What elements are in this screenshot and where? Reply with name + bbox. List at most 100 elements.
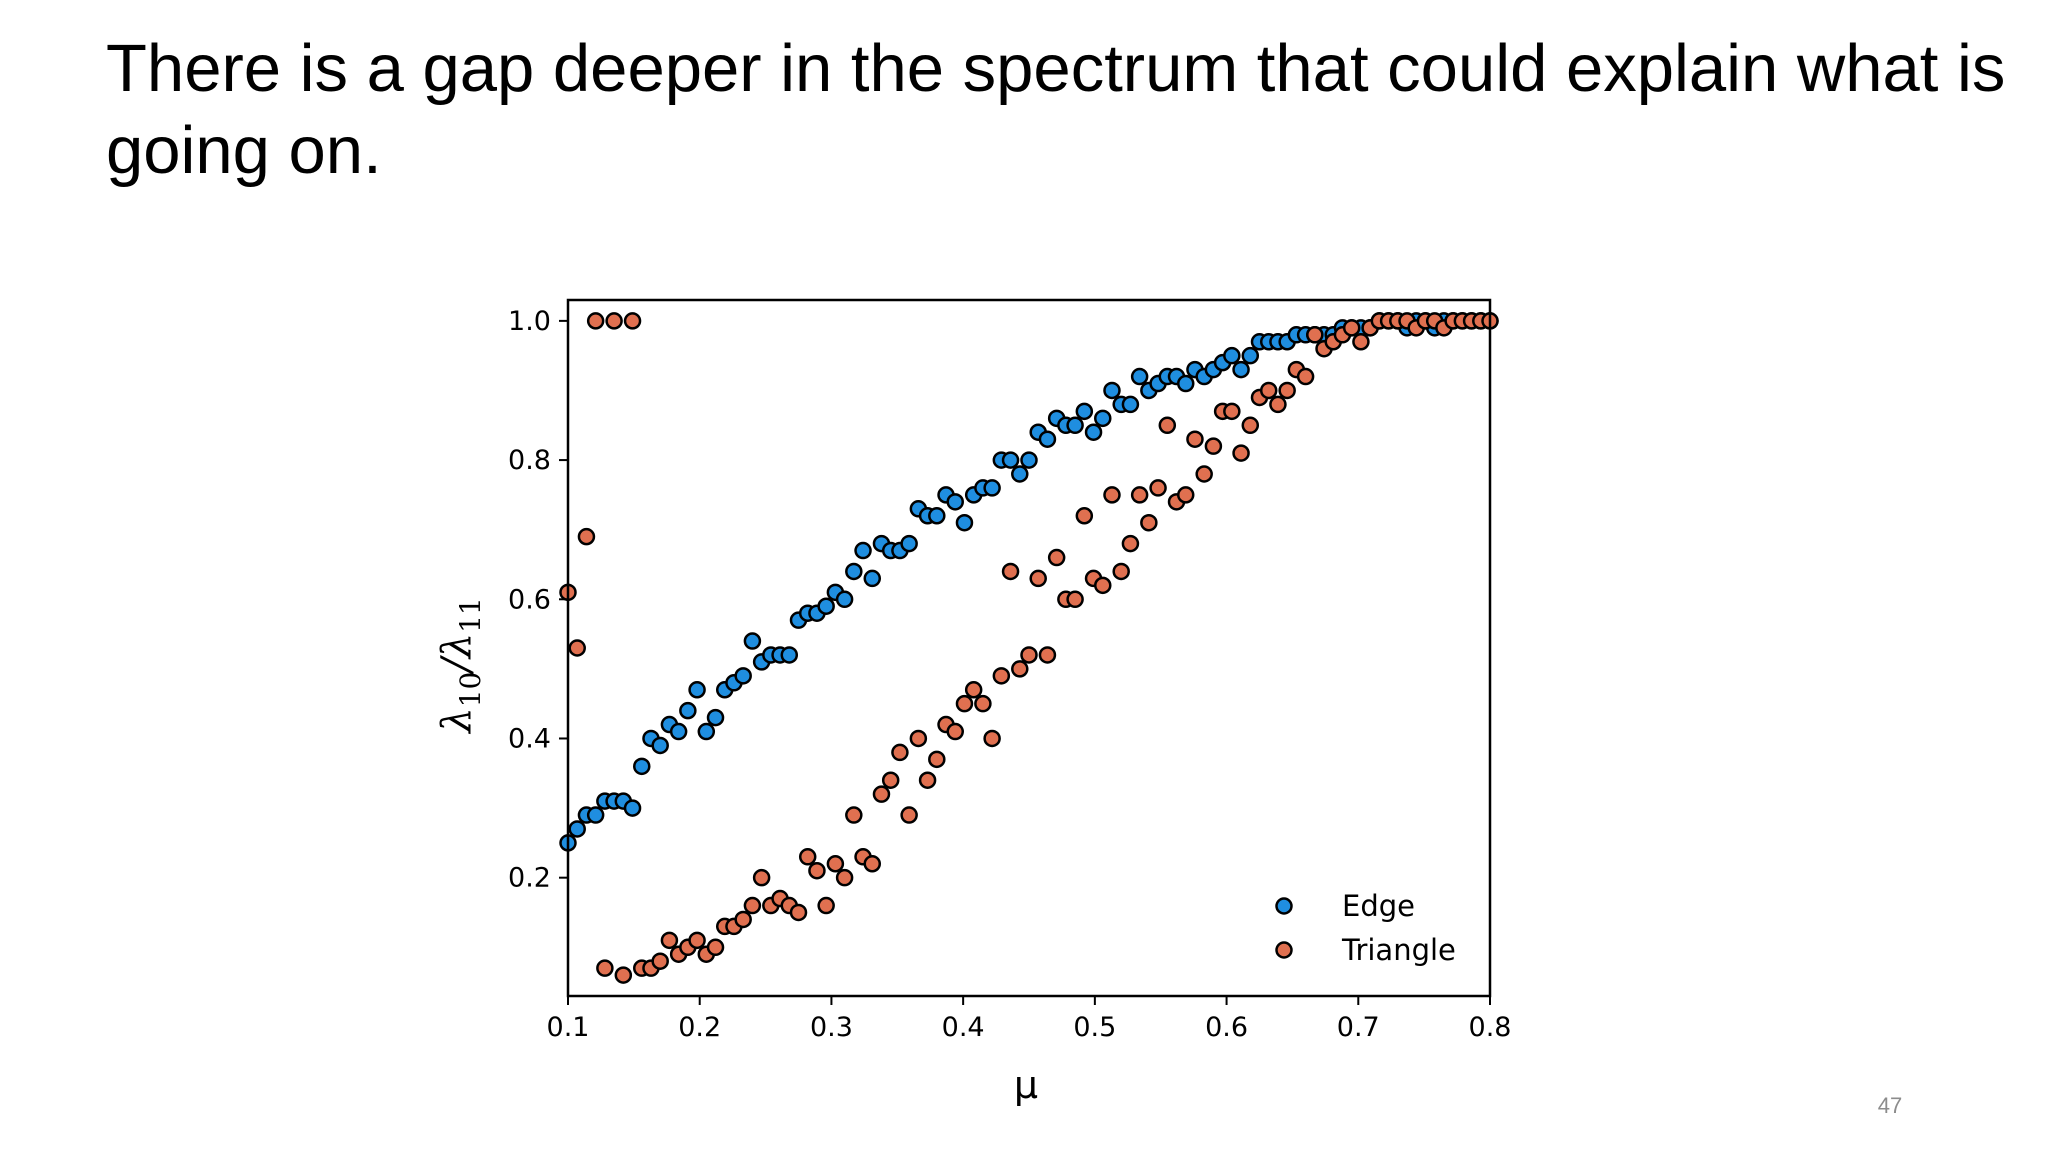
x-tick-label: 0.3 [810, 1012, 853, 1043]
triangle-point [1001, 562, 1020, 581]
triangle-point [1121, 534, 1140, 553]
edge-point [651, 736, 669, 755]
edge-point [955, 513, 974, 532]
triangle-point [1075, 507, 1094, 525]
triangle-point [881, 771, 900, 789]
x-tick-label: 0.6 [1205, 1012, 1248, 1043]
edge-point [1011, 465, 1029, 483]
edge-point [1075, 402, 1094, 421]
x-tick-label: 0.5 [1073, 1012, 1116, 1043]
edge-point [1094, 409, 1112, 428]
triangle-point [651, 952, 669, 970]
triangle-point [1278, 381, 1296, 400]
slide-title: There is a gap deeper in the spectrum th… [106, 31, 2006, 188]
edge-point [688, 681, 706, 699]
triangle-point [1352, 333, 1370, 351]
triangle-point [928, 750, 946, 769]
edge-point [743, 632, 762, 650]
triangle-point [918, 771, 937, 789]
triangle-point [586, 312, 605, 330]
triangle-point [1269, 395, 1287, 414]
edge-point [845, 562, 863, 581]
triangle-point [891, 743, 909, 762]
edge-point [1103, 381, 1121, 400]
edge-point [1223, 346, 1241, 365]
triangle-point [992, 667, 1011, 685]
triangle-point [688, 931, 706, 950]
points-layer [559, 312, 1499, 984]
edge-point [1241, 346, 1260, 365]
axes-layer: 0.1 0.2 0.3 0.4 0.5 0.6 0.7 0.8 0.2 0.4 0.6 0.8 1.0 [508, 298, 1512, 1043]
triangle-point [596, 959, 614, 977]
triangle-point [1103, 486, 1121, 504]
triangle-point [1029, 569, 1047, 588]
triangle-point [577, 527, 596, 546]
triangle-point [900, 806, 918, 824]
triangle-point [835, 868, 854, 887]
y-axis-label: λ10/λ11 [434, 597, 487, 734]
edge-point [983, 479, 1001, 497]
edge-point [568, 820, 586, 838]
y-tick-label: 0.4 [508, 723, 551, 754]
triangle-point [817, 896, 835, 915]
x-axis-label: μ [1014, 1063, 1038, 1107]
edge-point [780, 646, 799, 664]
triangle-point [909, 729, 928, 748]
triangle-point [983, 729, 1001, 748]
triangle-point [1011, 660, 1029, 678]
edge-point [586, 806, 605, 824]
triangle-point [1066, 590, 1084, 609]
triangle-point [1342, 319, 1361, 337]
triangle-point [789, 903, 808, 922]
triangle-point [974, 694, 992, 713]
x-tick-label: 0.8 [1469, 1012, 1512, 1043]
y-tick-label: 0.2 [508, 863, 551, 894]
triangle-point [1140, 513, 1158, 532]
y-tick-label: 0.8 [508, 445, 551, 476]
x-tick-label: 0.4 [942, 1012, 985, 1043]
edge-point [1121, 395, 1140, 414]
edge-point [854, 541, 872, 560]
edge-point [1084, 423, 1103, 441]
edge-point [623, 799, 642, 817]
edge-point [863, 569, 882, 588]
triangle-point [845, 806, 863, 824]
y-label-sub2: 11 [454, 597, 487, 633]
triangle-point [1038, 646, 1057, 664]
edge-point [928, 507, 946, 525]
triangle-point [863, 855, 882, 873]
edge-point [697, 722, 716, 741]
triangle-point [614, 966, 633, 984]
triangle-point [1296, 367, 1315, 386]
plot-frame [566, 298, 1492, 998]
triangle-point [826, 855, 845, 873]
triangle-point [1259, 381, 1278, 400]
triangle-point [1241, 416, 1260, 435]
y-label-mid: /λ [434, 633, 480, 676]
triangle-point [568, 639, 586, 657]
edge-point [817, 597, 835, 615]
triangle-point [1094, 576, 1112, 595]
x-tick-label: 0.1 [547, 1012, 590, 1043]
triangle-point [623, 312, 642, 330]
triangle-point [946, 722, 964, 741]
triangle-point [1195, 465, 1213, 483]
triangle-point [955, 694, 974, 713]
legend-label-edge: Edge [1342, 889, 1415, 923]
edge-point [669, 722, 688, 741]
triangle-point [743, 896, 762, 915]
triangle-point [1223, 402, 1241, 421]
x-tick-label: 0.7 [1337, 1012, 1380, 1043]
slide-number: 47 [1877, 1093, 1903, 1118]
y-tick-label: 0.6 [508, 584, 551, 615]
triangle-point [1149, 479, 1167, 497]
triangle-point [1158, 416, 1177, 435]
edge-point [633, 757, 651, 776]
triangle-point [872, 785, 891, 803]
edge-point [1020, 451, 1038, 469]
triangle-point [1047, 548, 1066, 567]
triangle-point [1204, 437, 1223, 455]
triangle-point [1232, 444, 1250, 462]
triangle-point [1130, 486, 1149, 504]
